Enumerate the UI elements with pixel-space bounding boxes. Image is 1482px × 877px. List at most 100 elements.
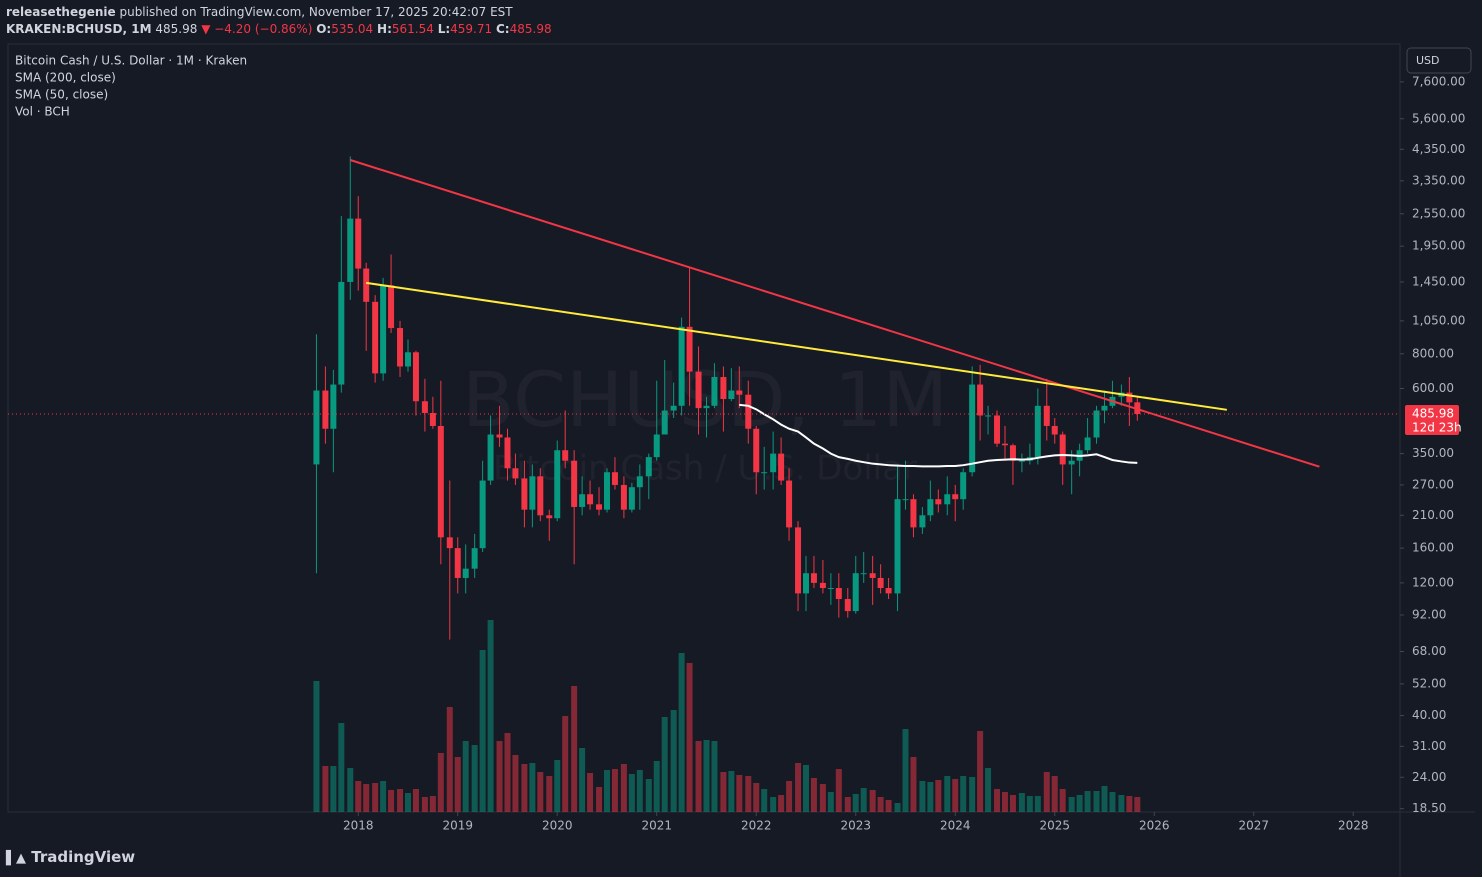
volume-bar bbox=[720, 772, 727, 812]
volume-bar bbox=[802, 765, 809, 812]
candle-body bbox=[454, 548, 461, 578]
volume-bar bbox=[537, 772, 544, 812]
volume-bar bbox=[562, 716, 569, 812]
volume-bar bbox=[347, 768, 354, 812]
candle-body bbox=[670, 405, 677, 411]
volume-bar bbox=[462, 741, 469, 812]
candle-body bbox=[554, 450, 561, 519]
volume-bar bbox=[487, 620, 494, 812]
volume-bar bbox=[977, 731, 984, 812]
candle-body bbox=[661, 410, 668, 435]
volume-bar bbox=[313, 681, 320, 812]
candle-body bbox=[546, 515, 553, 519]
candle-body bbox=[587, 494, 594, 505]
volume-bar bbox=[471, 745, 478, 812]
candle-body bbox=[603, 472, 610, 510]
volume-bar bbox=[587, 773, 594, 812]
candle-body bbox=[720, 377, 727, 400]
volume-bar bbox=[844, 797, 851, 812]
candle-body bbox=[1009, 445, 1016, 461]
volume-bar bbox=[711, 741, 718, 812]
volume-bar bbox=[1001, 792, 1008, 812]
x-tick-label: 2024 bbox=[940, 819, 971, 833]
volume-bar bbox=[661, 717, 668, 812]
symbol-line: KRAKEN:BCHUSD, 1M 485.98 ▼ −4.20 (−0.86%… bbox=[6, 21, 552, 38]
candle-body bbox=[844, 599, 851, 612]
volume-bar bbox=[1076, 795, 1083, 812]
volume-bar bbox=[860, 788, 867, 812]
y-tick-label: 120.00 bbox=[1412, 575, 1454, 589]
candle-body bbox=[1018, 460, 1025, 462]
candle-body bbox=[529, 476, 536, 510]
candle-body bbox=[678, 326, 685, 406]
candle-body bbox=[412, 352, 419, 402]
logo: ▌▲ TradingView bbox=[6, 848, 135, 866]
volume-bar bbox=[1034, 796, 1041, 812]
legend-title: Bitcoin Cash / U.S. Dollar · 1M · Kraken bbox=[15, 54, 247, 68]
volume-bar bbox=[636, 770, 643, 812]
volume-bar bbox=[944, 776, 951, 812]
watermark: BCHUSD, 1M bbox=[462, 355, 948, 444]
candle-body bbox=[471, 548, 478, 569]
candle-body bbox=[894, 499, 901, 594]
header: releasethegenie published on TradingView… bbox=[6, 4, 552, 38]
y-tick-label: 92.00 bbox=[1412, 607, 1446, 621]
candle-body bbox=[355, 218, 362, 269]
candle-body bbox=[1043, 405, 1050, 426]
volume-bar bbox=[770, 797, 777, 812]
candle-body bbox=[686, 326, 693, 372]
y-tick-label: 3,350.00 bbox=[1412, 173, 1465, 187]
x-tick-label: 2023 bbox=[840, 819, 871, 833]
candle-body bbox=[753, 428, 760, 473]
candle-body bbox=[919, 515, 926, 528]
y-tick-label: 52.00 bbox=[1412, 676, 1446, 690]
candle-body bbox=[745, 394, 752, 429]
currency-button[interactable] bbox=[1406, 47, 1472, 74]
candle-body bbox=[363, 268, 370, 302]
candle-body bbox=[711, 377, 718, 406]
volume-bar bbox=[1068, 797, 1075, 812]
candle-body bbox=[1051, 425, 1058, 435]
candle-body bbox=[1126, 392, 1133, 403]
candle-body bbox=[462, 568, 469, 578]
candle-body bbox=[952, 494, 959, 500]
last-price: 485.98 bbox=[155, 22, 198, 36]
volume-bar bbox=[437, 753, 444, 812]
logo-text: TradingView bbox=[31, 848, 136, 866]
volume-bar bbox=[686, 663, 693, 812]
volume-bar bbox=[412, 789, 419, 812]
candle-body bbox=[429, 412, 436, 426]
axes: 7,600.00 5,600.00 4,350.00 3,350.00 2,550.00… bbox=[343, 74, 1465, 832]
volume-bar bbox=[1126, 796, 1133, 812]
candle-body bbox=[885, 588, 892, 594]
volume-bar bbox=[521, 764, 528, 812]
candle-body bbox=[628, 487, 635, 510]
volume-bar bbox=[985, 768, 992, 812]
y-tick-label: 4,350.00 bbox=[1412, 142, 1465, 156]
volume-bar bbox=[960, 776, 967, 812]
trend-line bbox=[366, 281, 1228, 411]
volume-bar bbox=[429, 796, 436, 812]
candle-body bbox=[645, 457, 652, 477]
x-tick-label: 2028 bbox=[1338, 819, 1369, 833]
volume-bar bbox=[596, 787, 603, 812]
l-value: 459.71 bbox=[450, 22, 493, 36]
y-tick-label: 160.00 bbox=[1412, 541, 1454, 555]
volume-bar bbox=[795, 763, 802, 812]
candle-body bbox=[521, 478, 528, 510]
volume-bar bbox=[919, 781, 926, 812]
volume-bar bbox=[935, 780, 942, 812]
volume-bar bbox=[338, 723, 345, 812]
volume-bar bbox=[1051, 776, 1058, 812]
volume-bar bbox=[728, 771, 735, 812]
volume-bar bbox=[380, 781, 387, 812]
h-label: H: bbox=[377, 22, 392, 36]
volume-bar bbox=[421, 797, 428, 812]
y-tick-label: 1,950.00 bbox=[1412, 239, 1465, 253]
o-label: O: bbox=[316, 22, 332, 36]
volume-bar bbox=[388, 790, 395, 812]
volume-bar bbox=[628, 774, 635, 812]
candle-body bbox=[819, 582, 826, 589]
x-tick-label: 2020 bbox=[542, 819, 573, 833]
